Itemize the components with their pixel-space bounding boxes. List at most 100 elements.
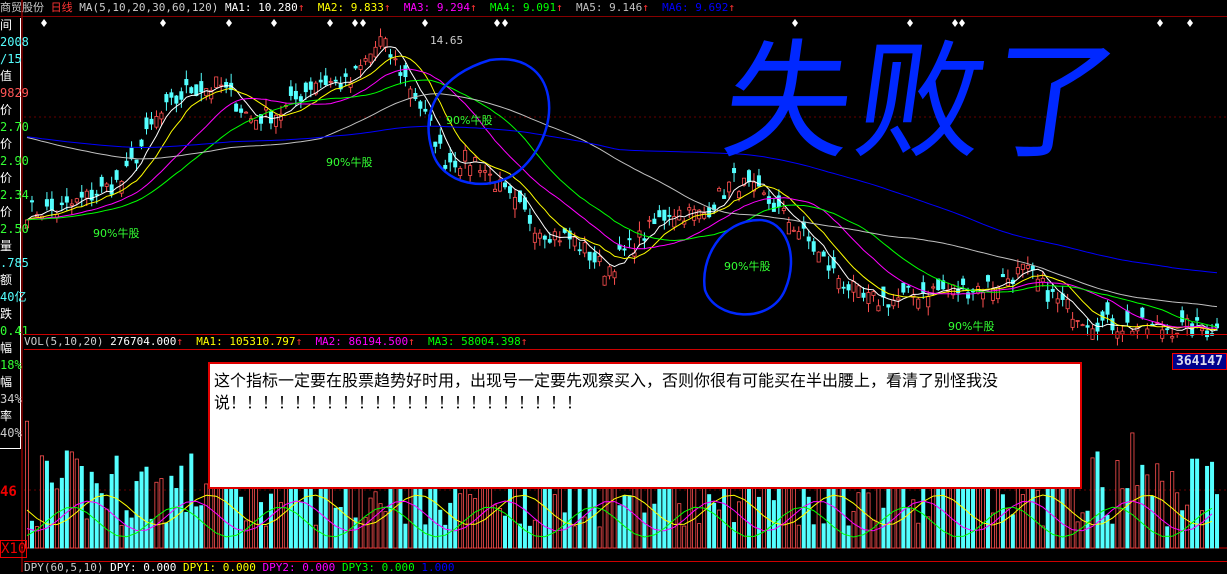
candle [756,175,761,187]
candle [44,199,49,207]
candle [159,112,164,120]
volume-bar [990,512,995,549]
volume-bar [64,450,69,549]
info-item: /15 [0,52,22,66]
ma5-line [26,46,1218,332]
info-item: 34% [0,392,22,406]
info-item: 间 [0,18,13,32]
candle [169,92,174,98]
candle [473,157,478,163]
candle [702,212,707,219]
period-label[interactable]: 日线 [50,1,73,14]
candle [856,285,861,298]
candle [647,219,652,222]
volume-bar [74,458,79,549]
signal-marker-icon [422,19,428,27]
candle [771,202,776,212]
signal-marker-icon [959,19,965,27]
candle [293,90,298,100]
volume-bar [244,520,249,549]
candle [672,216,677,228]
volume-bar [164,522,169,549]
candle [313,82,318,95]
volume-bar [1090,457,1095,549]
signal-marker-icon [352,19,358,27]
info-item: .785 [0,256,29,270]
volume-bar [44,460,49,549]
ma10-line [26,55,1218,331]
volume-bar [697,523,702,549]
dpy-header: DPY(60,5,10) DPY: 0.000 DPY1: 0.000 DPY2… [24,561,1227,573]
volume-bar [821,523,826,549]
info-item: 价 [0,103,13,117]
candle [532,232,537,243]
candle [1140,307,1145,318]
candle [1020,263,1025,271]
candle [234,103,239,112]
candle [886,304,891,308]
volume-bar [1200,510,1205,549]
volume-bar [383,511,388,549]
candle [244,111,249,114]
candle [214,76,219,88]
candle [333,79,338,82]
volume-bar [881,507,886,549]
volume-bar [144,466,149,549]
volume-bar [353,517,358,549]
candle [861,292,866,298]
candle [1085,325,1090,328]
candle [1070,318,1075,328]
info-item: 幅 [0,375,13,389]
candle [398,72,403,76]
volume-bar [1175,492,1180,549]
signal-marker-icon [360,19,366,27]
candle [841,286,846,289]
ma-item: MA2: 9.833↑, [317,1,404,14]
volume-bar [1020,494,1025,549]
candle [1050,288,1055,292]
volume-bar [1105,514,1110,549]
volume-bar [373,491,378,549]
signal-label: 90%牛股 [93,227,140,240]
volume-bar [1155,463,1160,549]
candle [99,176,104,187]
volume-bar [149,518,154,549]
signal-marker-icon [502,19,508,27]
volume-bar [557,484,562,549]
volume-bar [1215,494,1220,549]
candle [687,207,692,211]
candle [1195,317,1200,321]
volume-bar [268,493,273,549]
volume-bar [448,502,453,549]
volume-bar [1115,460,1120,549]
candle [831,257,836,269]
candle [358,65,363,70]
volume-bar [29,520,34,549]
volume-bar [682,525,687,549]
volume-bar [54,488,59,549]
volume-bar [911,499,916,549]
candle [423,108,428,112]
volume-bar [737,501,742,549]
candle [527,215,532,224]
volume-bar [398,481,403,549]
volume-bar [69,451,74,549]
candle [567,230,572,240]
candle [512,197,517,210]
candle [263,107,268,111]
volume-bar [622,495,627,549]
info-item: 2.34 [0,188,29,202]
candle [1125,310,1130,323]
volume-max-label: 364147 [1172,353,1227,370]
dpy-item: DPY2: 0.000 [262,561,342,574]
candle [597,255,602,263]
volume-bar [129,517,134,549]
candle [388,54,393,58]
candle [418,101,423,109]
candle [84,190,89,199]
candle [403,65,408,78]
ma20-line [26,68,1218,329]
volume-bar [791,488,796,549]
vol-tick: 46 [0,484,17,500]
